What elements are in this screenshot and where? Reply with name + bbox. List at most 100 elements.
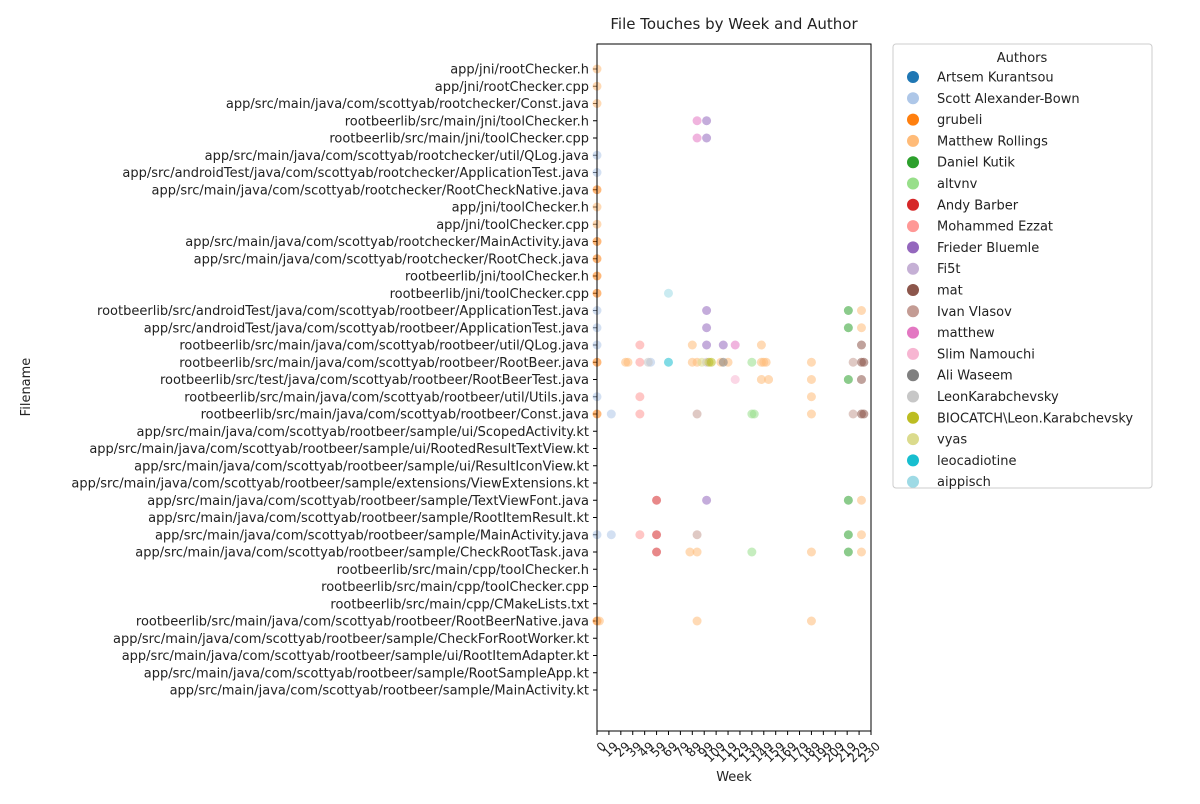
legend-label: Andy Barber [937,198,1019,213]
data-point [606,409,616,419]
legend-marker [907,262,919,275]
legend-marker [907,454,919,467]
data-point [848,409,858,419]
y-tick-label: rootbeerlib/src/main/cpp/CMakeLists.txt [330,597,589,612]
data-point [856,495,866,505]
data-point [702,495,712,505]
y-tick-label: rootbeerlib/src/main/java/com/scottyab/r… [179,339,589,354]
y-tick-label: rootbeerlib/src/androidTest/java/com/sco… [97,304,589,319]
legend-label: Fi5t [937,262,961,277]
legend-label: leocadiotine [937,454,1016,469]
legend-label: LeonKarabchevsky [937,390,1059,405]
data-point [856,375,866,384]
legend-label: matthew [937,326,995,341]
y-tick-label: app/src/main/java/com/scottyab/rootbeer/… [89,442,589,457]
data-point [702,323,712,333]
y-tick-label: rootbeerlib/src/test/java/com/scottyab/r… [160,373,589,388]
data-point [764,375,774,384]
data-point [623,357,633,367]
data-point [806,392,816,402]
y-tick-label: app/src/main/java/com/scottyab/rootbeer/… [122,649,589,664]
y-tick-label: app/jni/toolChecker.h [452,201,589,216]
data-point [856,340,866,350]
y-tick-label: app/src/main/java/com/scottyab/rootcheck… [152,183,589,198]
data-point [635,340,645,350]
legend-marker [907,347,919,360]
y-tick-label: rootbeerlib/src/main/java/com/scottyab/r… [201,408,589,423]
legend-marker [907,433,919,446]
y-tick-label: rootbeerlib/src/main/java/com/scottyab/r… [184,390,589,405]
y-tick-label: app/src/main/java/com/scottyab/rootbeer/… [155,528,589,543]
y-tick-label: app/src/main/java/com/scottyab/rootbeer/… [134,459,589,474]
data-point [692,616,702,626]
y-tick-label: app/src/main/java/com/scottyab/rootbeer/… [135,546,589,561]
legend-label: Slim Namouchi [937,347,1035,362]
y-tick-label: app/src/main/java/com/scottyab/rootcheck… [185,235,589,250]
data-point [663,288,673,298]
legend-marker [907,411,919,424]
legend-title: Authors [997,51,1048,66]
data-point [692,133,702,143]
legend-frame [892,43,1153,489]
legend-marker [907,369,919,382]
legend-marker [907,134,919,147]
legend-marker [907,305,919,318]
legend-marker [907,177,919,190]
y-axis-tick-labels: app/jni/rootChecker.h app/jni/rootChecker… [71,63,597,699]
legend-label: altvnv [937,177,978,192]
data-point [806,409,816,419]
legend-marker [907,113,919,126]
legend-label: vyas [937,433,967,448]
data-point [756,340,766,350]
y-axis-label: Filename [19,358,34,417]
y-tick-label: app/jni/toolChecker.cpp [436,218,589,233]
legend-marker [907,241,919,254]
y-tick-label: app/src/androidTest/java/com/scottyab/ro… [144,321,589,336]
data-point [856,306,866,315]
data-point [594,616,604,626]
legend-label: grubeli [937,113,982,128]
data-point [702,306,712,315]
data-point [843,306,853,315]
legend: Authors Artsem Kurantsou Scott Alexander-… [892,43,1153,490]
data-point [806,547,816,557]
data-point [692,547,702,557]
legend-label: aippisch [937,475,991,490]
data-point [635,409,645,419]
legend-label: Ali Waseem [937,369,1013,384]
data-point [806,357,816,367]
data-point [635,392,645,402]
y-tick-label: app/jni/rootChecker.cpp [435,80,589,95]
y-tick-label: app/src/main/java/com/scottyab/rootbeer/… [113,632,589,647]
data-point [685,547,695,557]
plot-area [592,64,869,626]
data-point [606,530,616,540]
legend-label: Artsem Kurantsou [937,71,1054,86]
legend-label: Mohammed Ezzat [937,220,1053,235]
data-point [859,357,869,367]
legend-marker [907,156,919,169]
y-tick-label: rootbeerlib/src/main/jni/toolChecker.h [345,114,589,129]
data-point [692,530,702,540]
data-point [806,616,816,626]
data-point [643,357,653,367]
data-point [663,357,673,367]
data-point [687,340,697,350]
y-tick-label: app/src/main/java/com/scottyab/rootcheck… [226,97,589,112]
legend-marker [907,92,919,105]
y-tick-label: rootbeerlib/src/main/java/com/scottyab/r… [136,615,589,630]
data-point [856,530,866,540]
data-point [859,409,869,419]
data-point [702,133,712,143]
y-tick-label: rootbeerlib/src/main/cpp/toolChecker.h [337,563,589,578]
data-point [848,357,858,367]
data-point [652,530,662,540]
legend-marker [907,475,919,488]
y-tick-label: app/src/main/java/com/scottyab/rootcheck… [194,252,589,267]
data-point [806,375,816,384]
legend-marker [907,284,919,296]
legend-label: Matthew Rollings [937,134,1048,149]
legend-label: Frieder Bluemle [937,241,1039,256]
